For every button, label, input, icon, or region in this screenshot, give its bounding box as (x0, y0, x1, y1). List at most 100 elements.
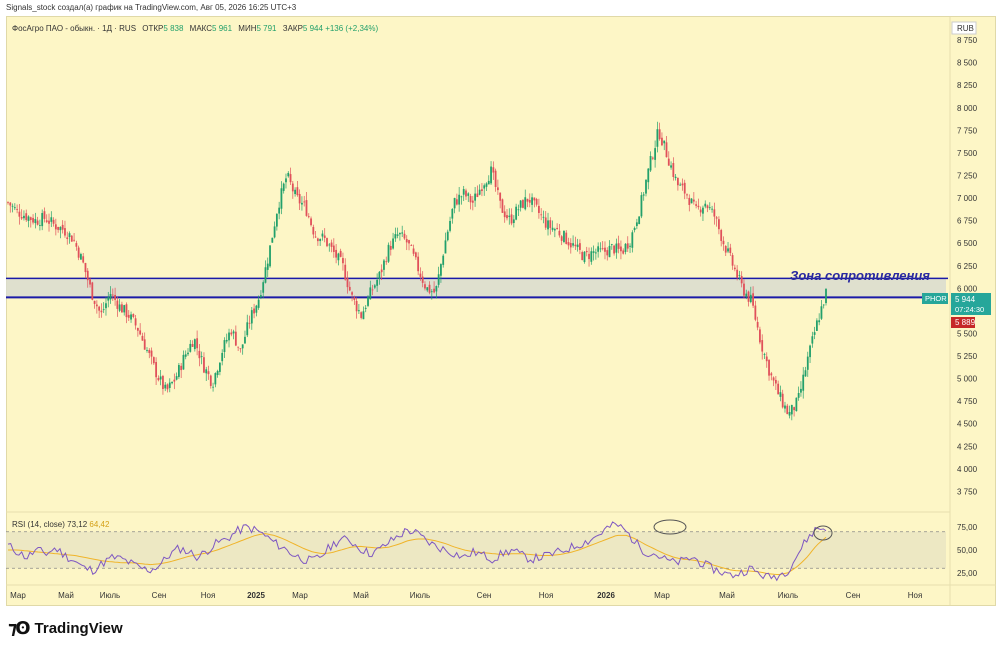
currency-box[interactable] (951, 21, 977, 35)
candle-body (442, 255, 445, 265)
candles-group (7, 121, 827, 421)
candle-body (613, 245, 615, 254)
candle-body (257, 299, 260, 308)
candle-body (86, 270, 89, 281)
candle-body (437, 274, 440, 285)
candle-body (465, 190, 467, 197)
candle-body (332, 245, 335, 252)
candle-body (253, 308, 255, 314)
candle-body (487, 180, 490, 185)
candle-body (301, 202, 303, 205)
candle-body (132, 314, 135, 317)
candle-body (344, 264, 347, 280)
candle-body (510, 214, 513, 224)
time-tick-label: Сен (846, 591, 861, 600)
candle-body (629, 245, 631, 247)
candle-body (553, 229, 556, 231)
candle-body (134, 318, 137, 326)
tradingview-logo[interactable]: ⁊ʘ TradingView (8, 618, 123, 639)
candle-body (419, 273, 422, 277)
candle-body (287, 172, 290, 177)
candle-body (599, 248, 602, 250)
candle-body (378, 271, 381, 279)
candle-body (822, 304, 825, 306)
candle-body (184, 354, 187, 357)
candle-body (683, 182, 686, 194)
candle-body (225, 339, 228, 342)
time-axis: Мар Май Июль Сен Ноя 2025 Мар Май Июль Сен Ноя 2026… (10, 591, 922, 600)
candle-body (656, 129, 659, 147)
candle-body (157, 378, 160, 381)
price-tick-label: 6 500 (957, 239, 978, 248)
candle-body (205, 369, 208, 374)
candle-body (421, 276, 424, 283)
candle-body (95, 304, 98, 307)
rsi-tick-label: 75,00 (957, 523, 978, 532)
candle-body (264, 267, 267, 283)
candle-body (59, 226, 62, 231)
candle-body (761, 340, 764, 352)
level-tag-value: 5 889 (955, 318, 976, 327)
candle-body (492, 167, 495, 173)
candle-body (152, 357, 155, 364)
candle-body (11, 205, 14, 207)
candle-body (125, 304, 128, 318)
candle-body (508, 215, 511, 217)
candle-body (738, 275, 741, 276)
candle-body (496, 187, 499, 191)
candle-body (102, 309, 105, 311)
candle-body (460, 196, 463, 198)
candle-body (82, 256, 85, 263)
candle-body (45, 220, 48, 223)
open-label: ОТКР (142, 24, 164, 33)
candle-body (588, 253, 590, 260)
candle-body (444, 240, 447, 254)
price-tick-label: 7 000 (957, 194, 978, 203)
candle-body (177, 365, 180, 377)
candle-body (476, 193, 479, 198)
candle-body (763, 354, 766, 355)
candle-body (608, 245, 611, 258)
candle-body (624, 243, 627, 252)
candle-body (342, 258, 344, 264)
rsi-label: RSI (14, close) (12, 520, 65, 529)
price-tick-label: 6 250 (957, 262, 978, 271)
time-tick-label: 2026 (597, 591, 615, 600)
candle-body (316, 238, 319, 242)
candle-body (312, 226, 315, 235)
candle-body (27, 216, 30, 222)
candle-body (494, 170, 497, 187)
chart-area[interactable] (6, 16, 996, 606)
symbol-label: ФосАгро ПАО - обыкн. · 1Д · RUS (12, 24, 137, 33)
candle-body (802, 374, 805, 391)
candle-body (70, 235, 73, 242)
candle-body (485, 183, 488, 187)
rsi-tick-label: 25,00 (957, 569, 978, 578)
candle-body (52, 219, 55, 224)
candle-body (230, 332, 233, 335)
candle-body (759, 329, 761, 343)
candle-body (216, 370, 219, 376)
candle-body (25, 213, 28, 221)
rsi-ma-value: 64,42 (89, 520, 110, 529)
candle-body (433, 288, 435, 293)
time-tick-label: Июль (410, 591, 430, 600)
candle-body (383, 260, 385, 270)
candle-body (736, 269, 739, 278)
candle-body (339, 250, 342, 257)
candle-body (291, 183, 294, 192)
candle-body (765, 356, 768, 362)
brand-name: TradingView (34, 620, 123, 637)
candle-body (175, 376, 178, 380)
price-tick-label: 8 250 (957, 81, 978, 90)
candle-body (168, 382, 171, 388)
candle-body (749, 294, 752, 303)
candle-body (111, 294, 114, 296)
candle-body (563, 230, 565, 242)
candle-body (13, 207, 16, 209)
candle-body (232, 331, 235, 334)
candle-body (80, 254, 82, 260)
candle-body (462, 189, 465, 195)
candle-body (214, 373, 217, 385)
